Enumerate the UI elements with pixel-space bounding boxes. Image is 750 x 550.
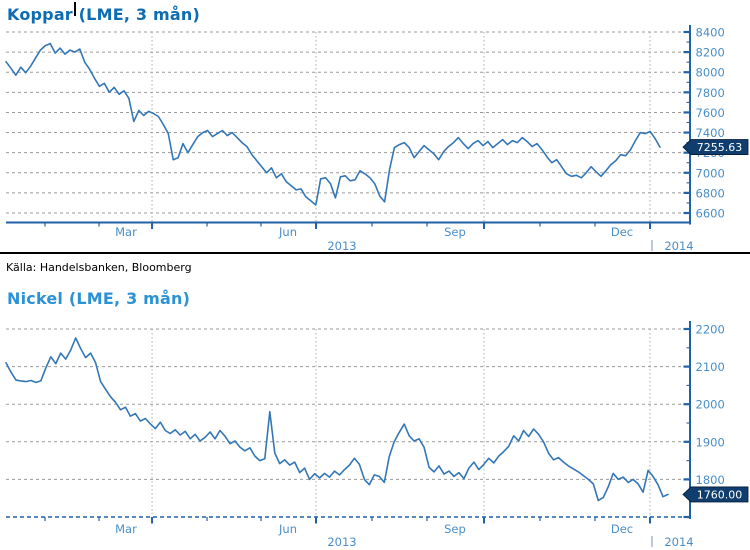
svg-text:7000: 7000: [696, 166, 725, 180]
svg-text:6600: 6600: [696, 207, 725, 221]
svg-text:2100: 2100: [696, 360, 725, 374]
koppar-chart-canvas: 8400820080007800760074007200700068006600…: [5, 25, 749, 253]
svg-text:Dec: Dec: [611, 225, 633, 239]
svg-text:6800: 6800: [696, 186, 725, 200]
svg-text:2200: 2200: [696, 323, 725, 337]
last-value-tag: 7255.63: [682, 139, 749, 155]
svg-text:7255.63: 7255.63: [697, 141, 743, 154]
svg-text:1900: 1900: [696, 435, 725, 449]
svg-text:8400: 8400: [696, 26, 725, 40]
source-label: Källa: Handelsbanken, Bloomberg: [6, 261, 192, 274]
svg-text:Dec: Dec: [611, 522, 633, 536]
svg-text:Mar: Mar: [115, 522, 137, 536]
svg-text:7400: 7400: [696, 126, 725, 140]
svg-text:Jun: Jun: [278, 522, 297, 536]
svg-text:7600: 7600: [696, 106, 725, 120]
svg-text:Sep: Sep: [444, 225, 466, 239]
section-divider: [0, 252, 750, 254]
svg-text:1760.00: 1760.00: [697, 488, 743, 501]
svg-text:2014: 2014: [664, 239, 693, 253]
koppar-chart-title: Koppar (LME, 3 mån): [7, 5, 200, 24]
svg-text:8200: 8200: [696, 46, 725, 60]
svg-text:2014: 2014: [664, 535, 693, 549]
svg-text:Sep: Sep: [444, 522, 466, 536]
nickel-chart-title: Nickel (LME, 3 mån): [7, 289, 191, 308]
text-cursor-icon: [74, 2, 76, 16]
nickel-chart-canvas: 2200 2100 2000 1900 1800 Mar Jun Sep Dec 2013 2014…: [5, 321, 749, 549]
svg-text:Jun: Jun: [278, 225, 297, 239]
svg-text:2000: 2000: [696, 398, 725, 412]
svg-text:2013: 2013: [327, 239, 356, 253]
svg-text:Mar: Mar: [115, 225, 137, 239]
svg-text:7800: 7800: [696, 86, 725, 100]
svg-text:2013: 2013: [327, 535, 356, 549]
svg-text:1800: 1800: [696, 473, 725, 487]
last-value-tag: 1760.00: [682, 486, 749, 503]
svg-text:8000: 8000: [696, 66, 725, 80]
